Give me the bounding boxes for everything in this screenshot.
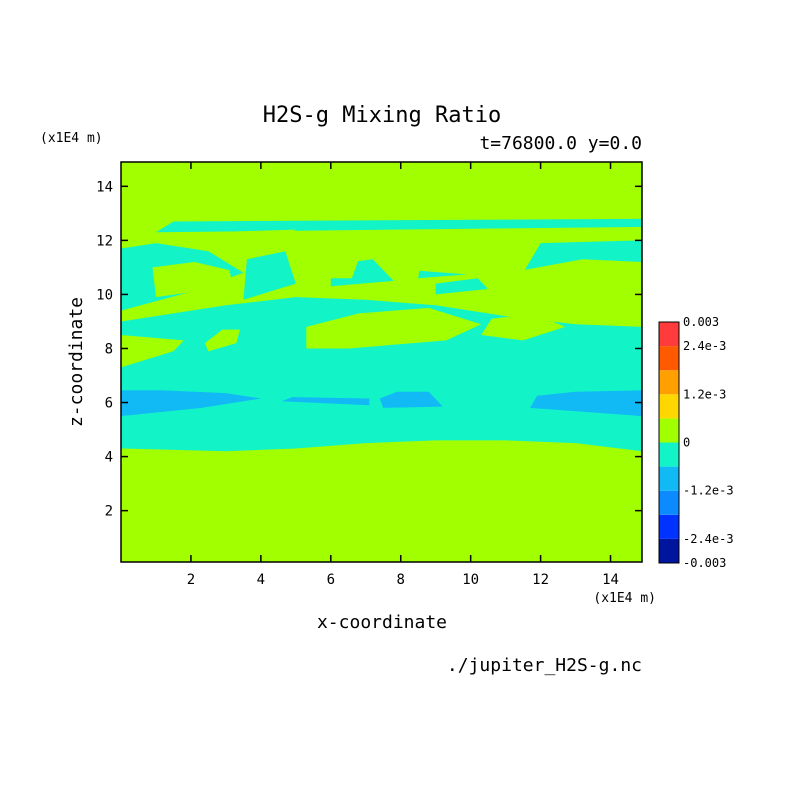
contour-region bbox=[481, 313, 566, 341]
colorbar-label: 0.003 bbox=[683, 315, 719, 329]
colorbar-swatch bbox=[659, 346, 679, 371]
colorbar-frame bbox=[658, 321, 680, 564]
colorbar-swatch bbox=[659, 538, 679, 563]
colorbar-label: -1.2e-3 bbox=[683, 484, 734, 498]
contour-region bbox=[435, 278, 489, 295]
x-axis-label: x-coordinate bbox=[317, 612, 447, 633]
contour-region bbox=[121, 390, 261, 417]
chart-title: H2S-g Mixing Ratio bbox=[263, 103, 501, 128]
plot-frame bbox=[120, 161, 643, 563]
chart-subtitle: t=76800.0 y=0.0 bbox=[479, 133, 642, 154]
y-tick-label: 8 bbox=[105, 341, 113, 357]
colorbar-swatch bbox=[659, 490, 679, 515]
y-tick-label: 12 bbox=[96, 233, 113, 249]
colorbar-label: 2.4e-3 bbox=[683, 339, 726, 353]
contour-region bbox=[121, 335, 184, 368]
y-tick-label: 10 bbox=[96, 287, 113, 303]
x-tick-label: 14 bbox=[602, 572, 619, 588]
colorbar-swatch bbox=[659, 442, 679, 467]
contour-region bbox=[379, 391, 443, 408]
colorbar-swatch bbox=[659, 394, 679, 419]
x-tick-label: 6 bbox=[327, 572, 335, 588]
y-tick-label: 2 bbox=[105, 504, 113, 520]
contour-region bbox=[170, 229, 296, 241]
colorbar-label: 0 bbox=[683, 436, 690, 450]
colorbar-label: 1.2e-3 bbox=[683, 387, 726, 401]
x-tick-label: 10 bbox=[462, 572, 479, 588]
contour-region bbox=[530, 232, 642, 241]
contour-region bbox=[243, 251, 296, 300]
x-tick-label: 8 bbox=[397, 572, 405, 588]
x-tick-label: 2 bbox=[187, 572, 195, 588]
colorbar-swatch bbox=[659, 466, 679, 491]
y-unit-label: (x1E4 m) bbox=[40, 131, 103, 146]
x-tick-label: 4 bbox=[257, 572, 265, 588]
contour-region bbox=[281, 397, 370, 406]
colorbar-label: -2.4e-3 bbox=[683, 532, 734, 546]
y-tick-label: 14 bbox=[96, 179, 113, 195]
y-tick-label: 6 bbox=[105, 396, 113, 412]
x-unit-label: (x1E4 m) bbox=[593, 591, 656, 606]
colorbar-swatch bbox=[659, 322, 679, 347]
y-tick-label: 4 bbox=[105, 450, 113, 466]
colorbar-swatch bbox=[659, 418, 679, 443]
contour-region bbox=[204, 329, 240, 352]
colorbar-swatch bbox=[659, 514, 679, 539]
contour-region bbox=[411, 245, 517, 276]
contour-region bbox=[152, 262, 233, 298]
contour-region bbox=[306, 307, 482, 349]
x-tick-label: 12 bbox=[532, 572, 549, 588]
colorbar-swatch bbox=[659, 370, 679, 395]
colorbar-label: -0.003 bbox=[683, 556, 726, 570]
contour-region bbox=[156, 218, 642, 233]
contour-region bbox=[306, 251, 359, 279]
y-axis-label: z-coordinate bbox=[66, 297, 87, 427]
contour-region bbox=[481, 259, 642, 314]
contour-region bbox=[530, 390, 642, 417]
source-file-label: ./jupiter_H2S-g.nc bbox=[447, 655, 642, 676]
